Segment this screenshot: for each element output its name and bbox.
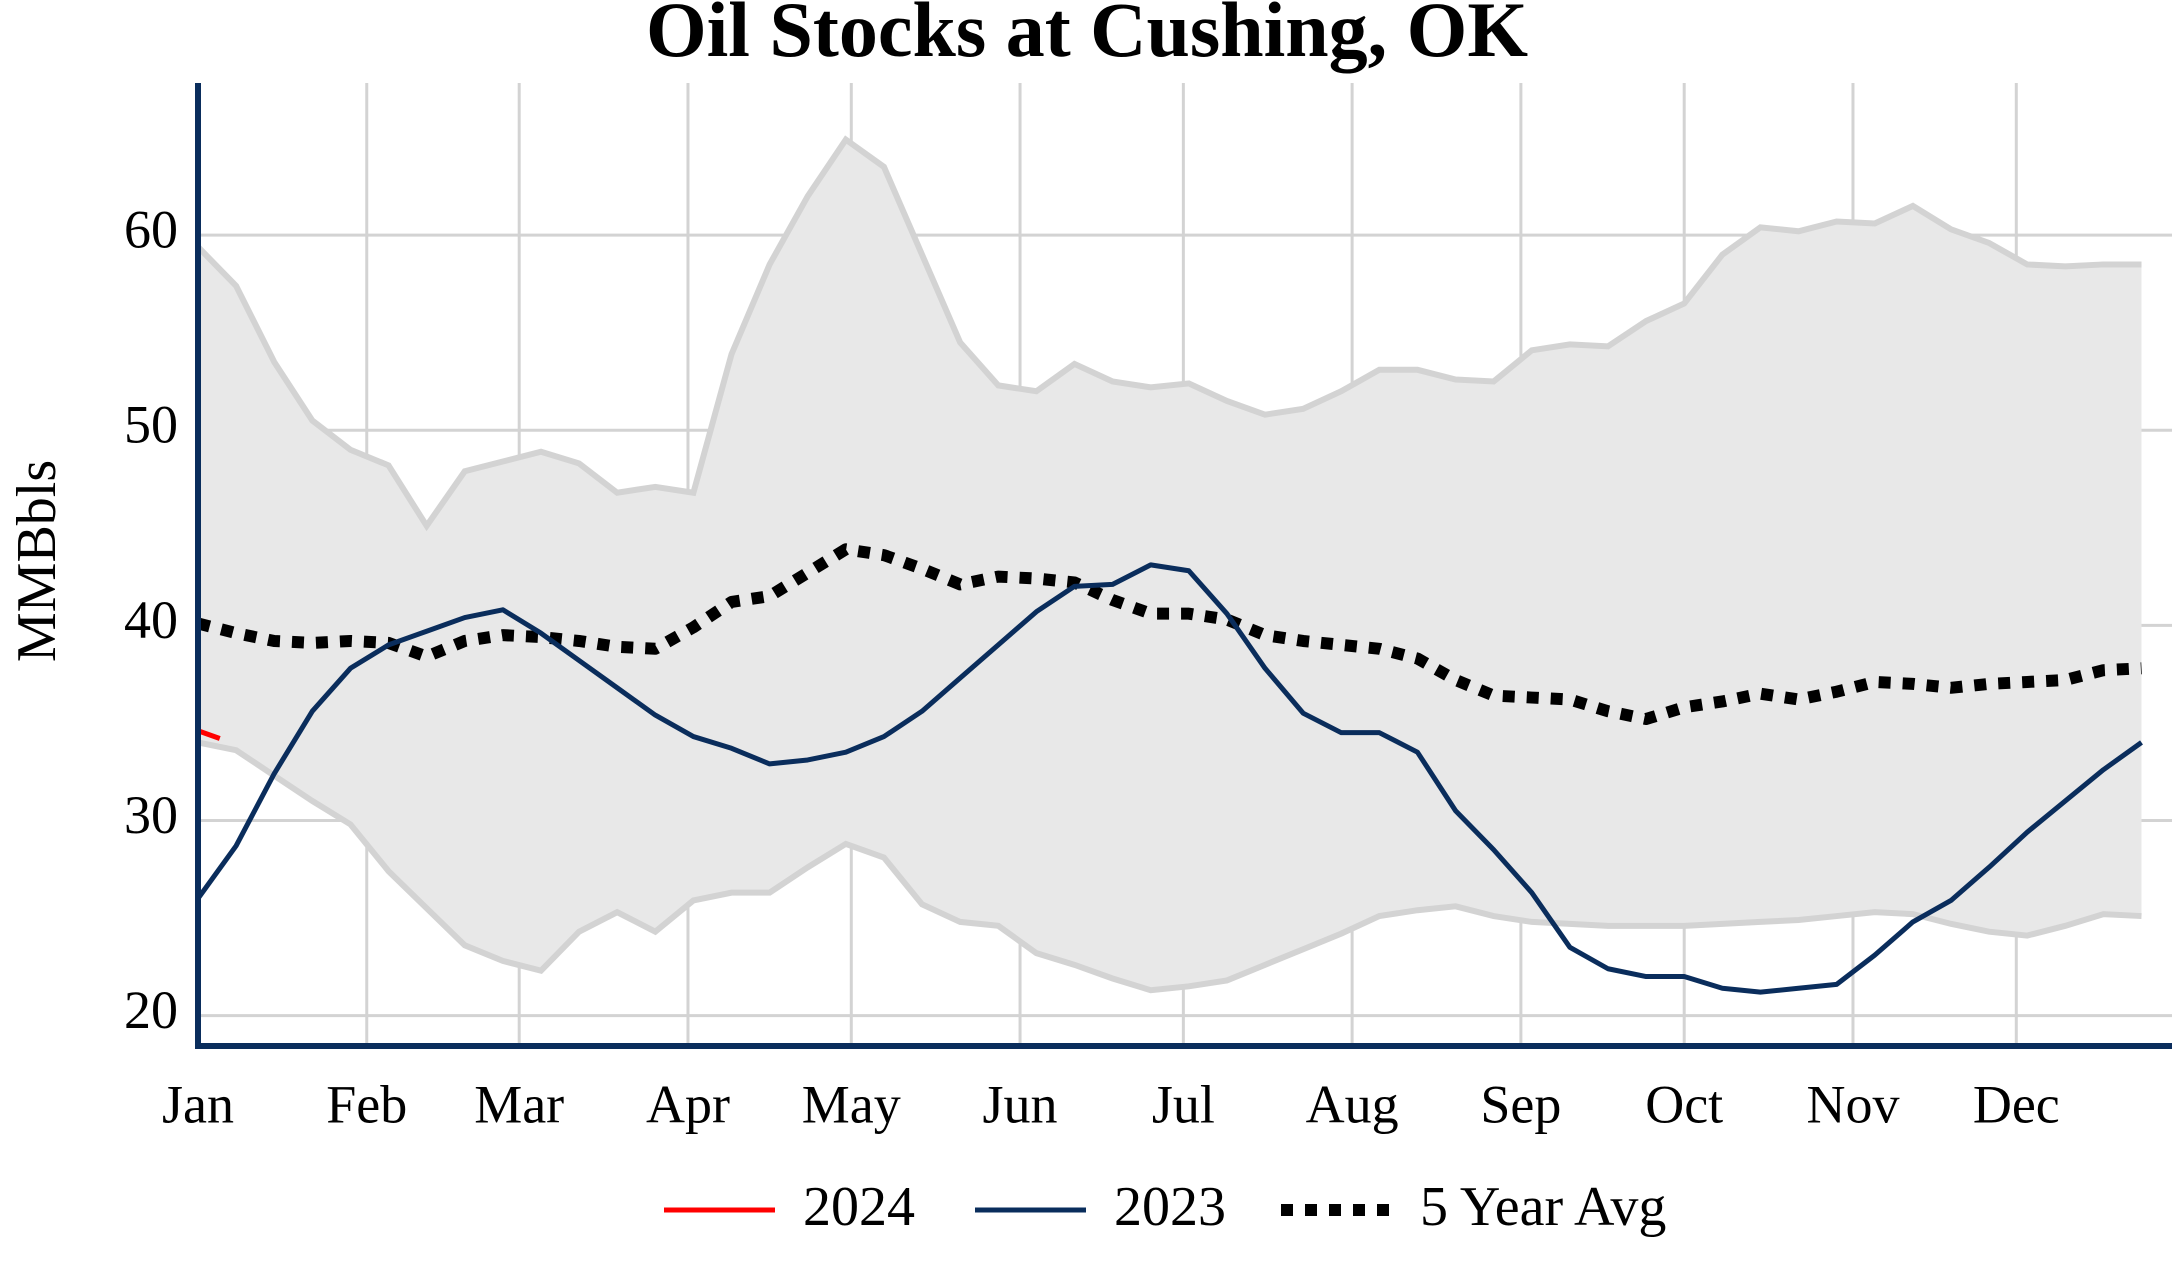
- x-tick-label: Jan: [162, 1074, 234, 1134]
- x-tick-label: Jun: [983, 1074, 1058, 1134]
- y-tick-label: 20: [124, 980, 178, 1040]
- legend-label: 2023: [1114, 1176, 1226, 1238]
- x-tick-label: Nov: [1806, 1074, 1899, 1134]
- series-line: [197, 728, 221, 741]
- y-tick-label: 50: [124, 395, 178, 455]
- x-tick-label: Mar: [474, 1074, 564, 1134]
- band-edge: [197, 739, 2142, 994]
- x-tick-label: Dec: [1973, 1074, 2060, 1134]
- x-tick-label: May: [802, 1074, 901, 1134]
- x-tick-label: Sep: [1480, 1074, 1561, 1134]
- range-band: [198, 139, 2142, 991]
- x-tick-label: Jul: [1152, 1074, 1215, 1134]
- series-line: [196, 543, 2142, 726]
- y-axis-title: MMBbls: [6, 460, 68, 662]
- y-tick-label: 40: [124, 590, 178, 650]
- chart-title: Oil Stocks at Cushing, OK: [646, 0, 1528, 73]
- x-tick-label: Aug: [1306, 1074, 1399, 1134]
- band-edge: [195, 135, 2142, 532]
- y-tick-label: 60: [124, 200, 178, 260]
- y-tick-label: 30: [124, 785, 178, 845]
- legend-label: 5 Year Avg: [1420, 1176, 1666, 1238]
- x-tick-label: Feb: [326, 1074, 407, 1134]
- series-line: [195, 562, 2143, 995]
- legend-label: 2024: [803, 1176, 915, 1238]
- x-tick-label: Oct: [1645, 1074, 1723, 1134]
- x-tick-label: Apr: [646, 1074, 730, 1134]
